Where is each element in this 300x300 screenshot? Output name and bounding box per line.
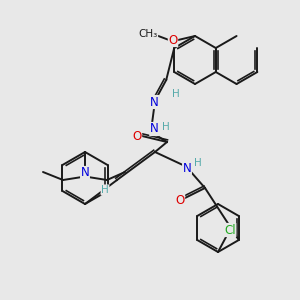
Text: H: H bbox=[101, 185, 109, 195]
Text: N: N bbox=[183, 161, 191, 175]
Text: N: N bbox=[81, 167, 89, 179]
Text: H: H bbox=[172, 89, 180, 99]
Text: O: O bbox=[132, 130, 142, 142]
Text: N: N bbox=[150, 122, 159, 136]
Text: O: O bbox=[176, 194, 184, 206]
Text: CH₃: CH₃ bbox=[138, 29, 158, 39]
Text: H: H bbox=[162, 122, 170, 132]
Text: H: H bbox=[194, 158, 202, 168]
Text: Cl: Cl bbox=[224, 224, 236, 236]
Text: N: N bbox=[150, 95, 159, 109]
Text: O: O bbox=[168, 34, 178, 46]
